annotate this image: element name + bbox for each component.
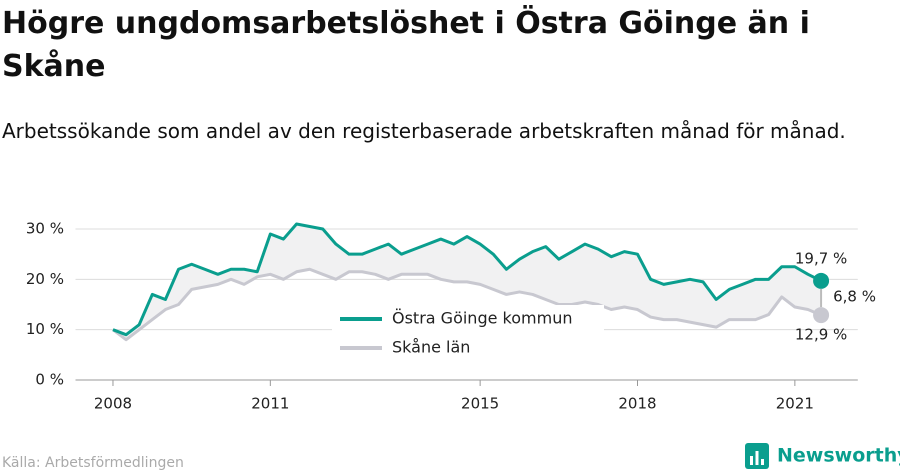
end-marker — [813, 272, 830, 289]
x-tick-label: 2018 — [618, 395, 656, 413]
legend-background — [332, 305, 604, 363]
logo-bar — [750, 456, 753, 465]
legend-label: Östra Göinge kommun — [392, 309, 572, 328]
difference-label: 6,8 % — [833, 287, 876, 305]
logo-bar — [761, 459, 764, 465]
y-tick-label: 20 % — [26, 270, 64, 288]
y-tick-label: 10 % — [26, 320, 64, 338]
value-label: 12,9 % — [795, 326, 847, 344]
brand-logo — [745, 443, 769, 469]
legend-label: Skåne län — [392, 338, 470, 357]
brand-name: Newsworthy — [777, 445, 900, 467]
x-tick-label: 2008 — [94, 395, 132, 413]
series-line — [112, 267, 822, 342]
x-tick-label: 2015 — [461, 395, 499, 413]
end-marker — [813, 307, 830, 324]
y-tick-label: 30 % — [26, 220, 64, 238]
chart-title: Högre ungdomsarbetslöshet i Östra Göinge… — [2, 6, 810, 84]
x-tick-label: 2011 — [251, 395, 289, 413]
value-label: 19,7 % — [795, 249, 847, 267]
series-line — [112, 222, 822, 337]
y-tick-label: 0 % — [35, 371, 64, 389]
x-tick-label: 2021 — [776, 395, 814, 413]
logo-bar — [755, 451, 759, 465]
source: Källa: Arbetsförmedlingen — [2, 455, 184, 471]
chart-subtitle: Arbetssökande som andel av den registerb… — [2, 119, 846, 143]
